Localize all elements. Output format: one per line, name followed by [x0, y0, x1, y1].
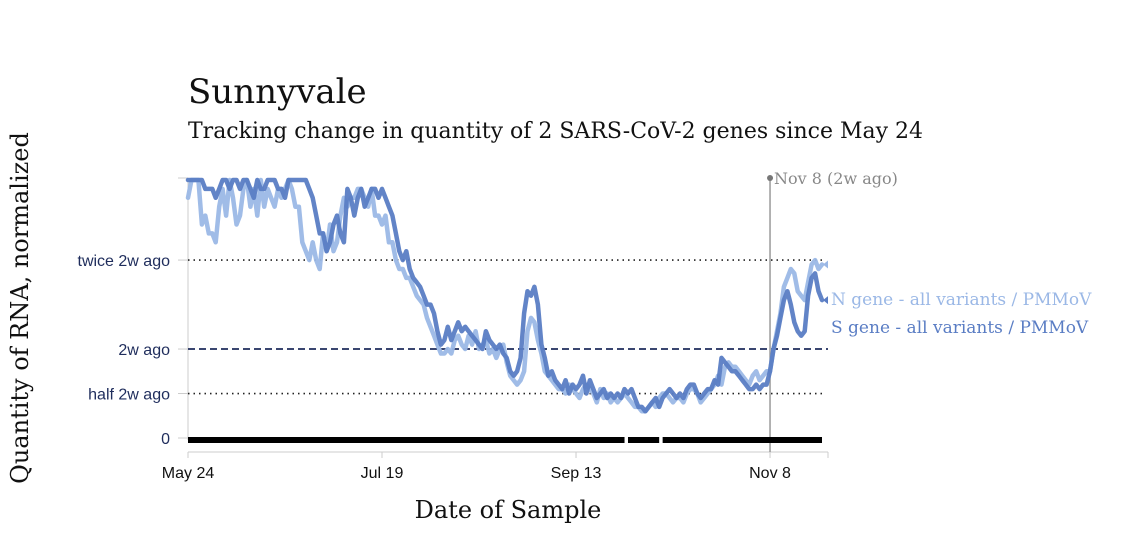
- y-tick-labels: twice 2w ago 2w ago half 2w ago 0: [78, 253, 188, 448]
- reference-dot: [767, 175, 774, 181]
- sample-dates-strip: [188, 437, 822, 443]
- chart-subtitle: Tracking change in quantity of 2 SARS-Co…: [188, 119, 923, 144]
- series-lines: [185, 177, 825, 414]
- series-labels: N gene - all variants / PMMoV S gene - al…: [823, 260, 1092, 338]
- y-tick-label: 2w ago: [118, 342, 170, 359]
- x-tick-label: Nov 8: [749, 465, 791, 482]
- sample-strip-segment: [662, 437, 822, 443]
- reference-line-group: Nov 8 (2w ago): [767, 169, 898, 452]
- reference-line-label: Nov 8 (2w ago): [774, 169, 898, 188]
- y-axis-label: Quantity of RNA, normalized: [6, 132, 34, 484]
- series-line-n-gene: [185, 177, 825, 414]
- y-tick-label: half 2w ago: [88, 387, 170, 404]
- x-tick-label: Jul 19: [361, 465, 404, 482]
- sample-strip-segment: [188, 437, 625, 443]
- x-tick-label: May 24: [162, 465, 215, 482]
- y-tick-label: twice 2w ago: [78, 253, 171, 270]
- series-end-marker: [823, 260, 828, 269]
- series-label: N gene - all variants / PMMoV: [831, 290, 1092, 310]
- x-axis-label: Date of Sample: [415, 496, 602, 524]
- x-tick-label: Sep 13: [551, 465, 602, 482]
- x-ticks: May 24 Jul 19 Sep 13 Nov 8: [162, 452, 829, 482]
- series-end-marker: [823, 296, 828, 305]
- series-label: S gene - all variants / PMMoV: [831, 318, 1089, 338]
- y-gridlines: [188, 259, 828, 395]
- y-tick-label: 0: [161, 431, 170, 448]
- axes: [178, 177, 828, 453]
- sample-strip-segment: [627, 437, 660, 443]
- series-line-s-gene: [185, 177, 825, 414]
- chart-title: Sunnyvale: [188, 72, 367, 112]
